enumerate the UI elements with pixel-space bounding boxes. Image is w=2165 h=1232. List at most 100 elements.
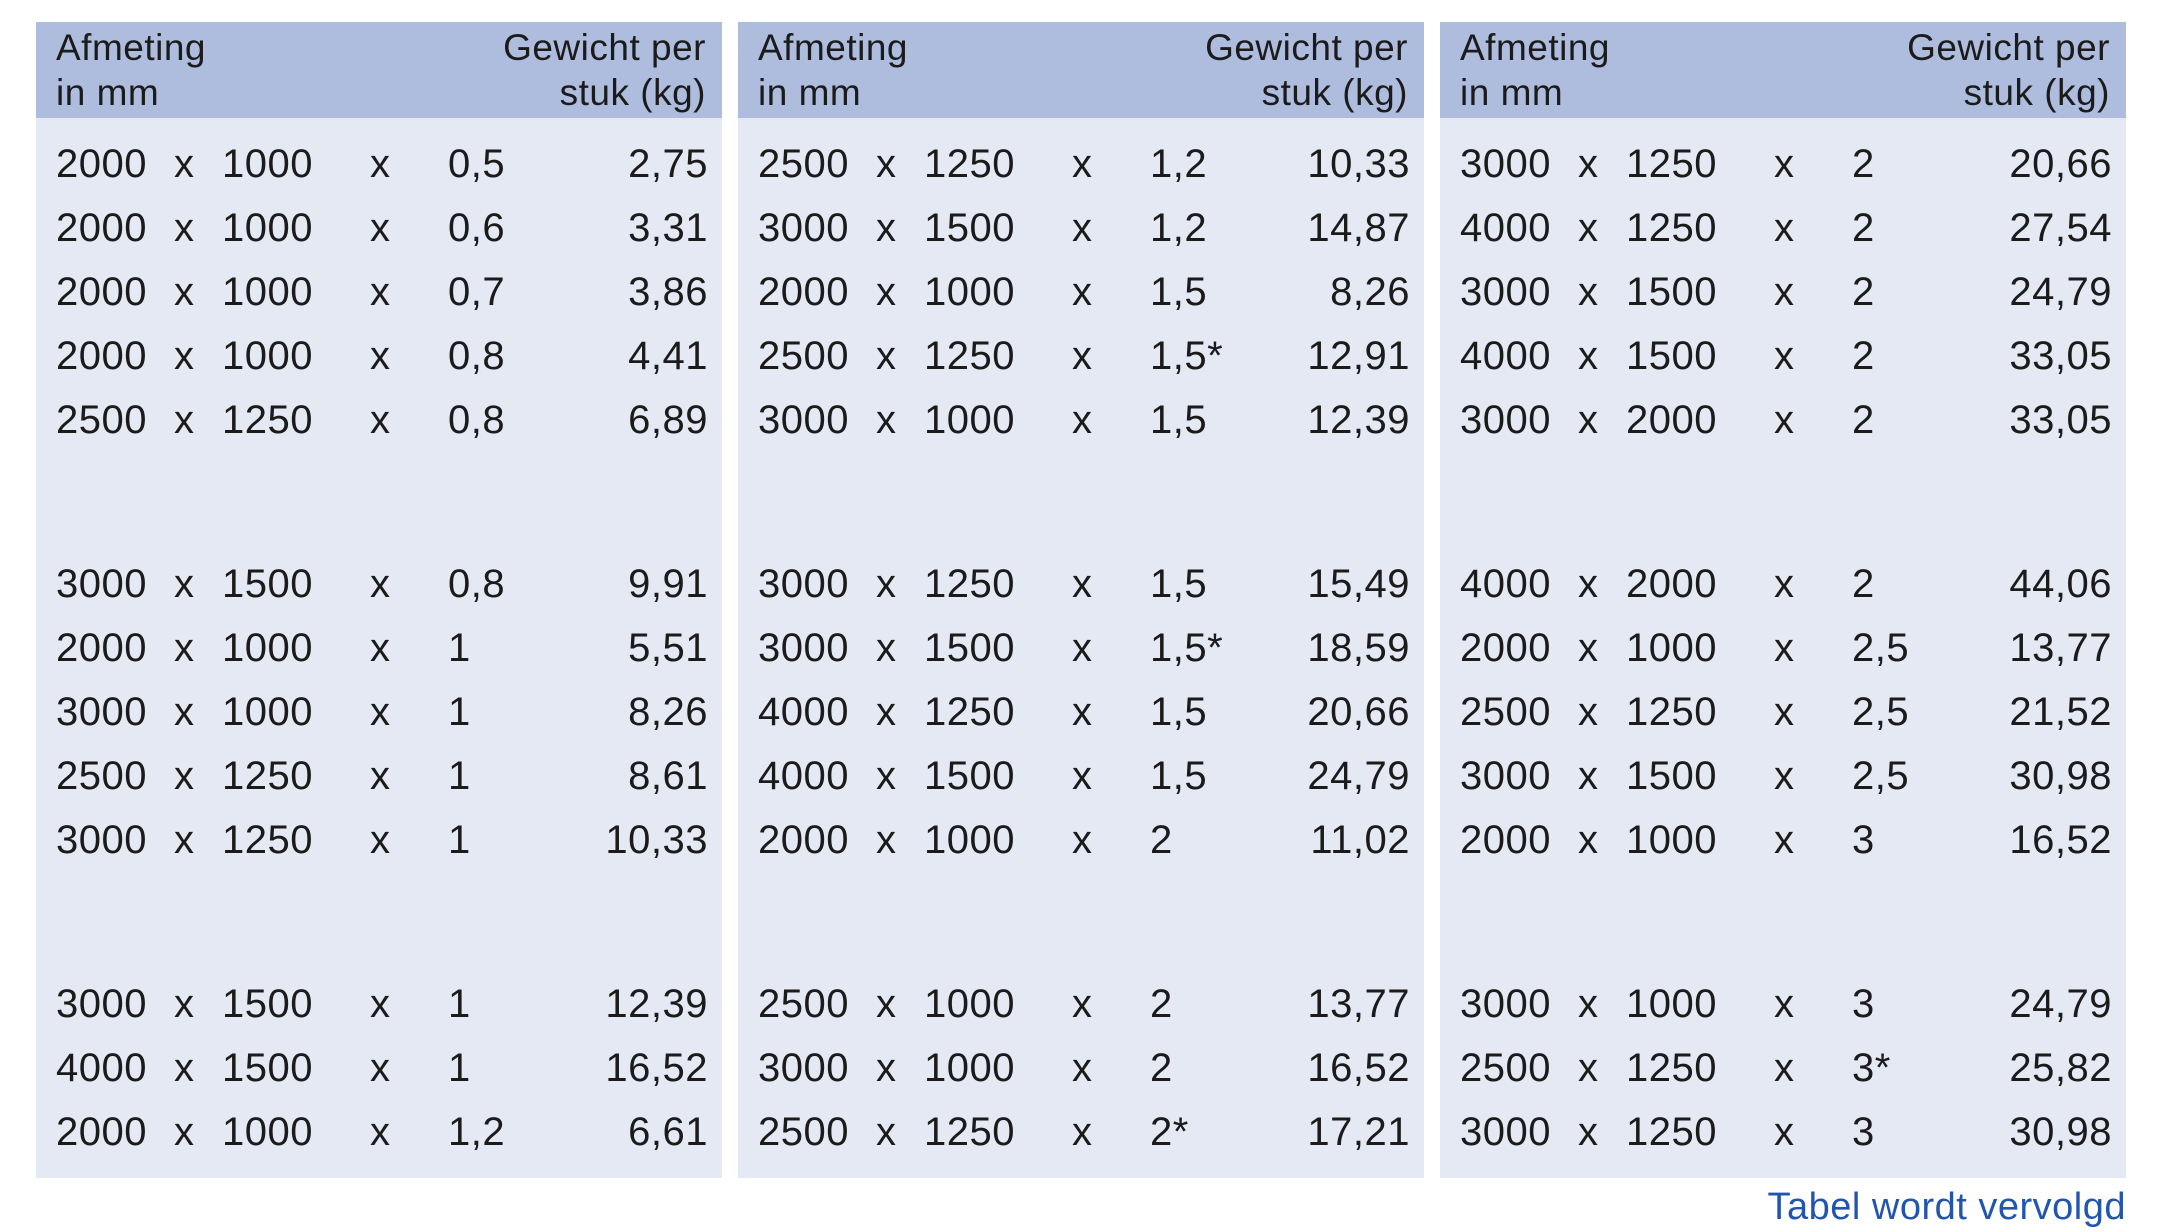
sheet-height: 1500 [222, 981, 313, 1026]
times-separator: x [174, 1109, 195, 1154]
dimension-header-line1: Afmeting [56, 27, 207, 68]
sheet-width: 2500 [758, 1109, 849, 1154]
weight-per-piece: 2,75 [628, 141, 708, 186]
times-separator: x [370, 625, 391, 670]
weight-per-piece: 4,41 [628, 333, 708, 378]
table-row: 3000 x 1000 x 2 16,52 [738, 1036, 1424, 1100]
table-row: 3000 x 1250 x 3 30,98 [1440, 1100, 2126, 1164]
times-separator: x [174, 753, 195, 798]
table-row: 3000 x 1500 x 0,8 9,91 [36, 552, 722, 616]
times-separator: x [1774, 625, 1795, 670]
table-row: 2000 x 1000 x 3 16,52 [1440, 808, 2126, 872]
weight-column-header: Gewicht per stuk (kg) [1205, 25, 1408, 115]
times-separator: x [876, 333, 897, 378]
times-separator: x [1774, 333, 1795, 378]
sheet-width: 2000 [56, 269, 147, 314]
sheet-thickness: 0,6 [448, 205, 506, 250]
times-separator: x [1578, 1045, 1599, 1090]
weight-per-piece: 8,26 [628, 689, 708, 734]
sheet-thickness: 2 [1150, 1045, 1173, 1090]
weight-per-piece: 16,52 [2009, 817, 2112, 862]
group-gap [36, 452, 722, 552]
sheet-height: 1000 [222, 205, 313, 250]
weight-per-piece: 12,91 [1307, 333, 1410, 378]
sheet-height: 1500 [1626, 753, 1717, 798]
table-row: 2000 x 1000 x 0,5 2,75 [36, 132, 722, 196]
sheet-thickness: 1,5 [1150, 397, 1208, 442]
weight-per-piece: 21,52 [2009, 689, 2112, 734]
times-separator: x [876, 981, 897, 1026]
sheet-height: 2000 [1626, 397, 1717, 442]
table-row: 4000 x 1500 x 1 16,52 [36, 1036, 722, 1100]
table-row: 2000 x 1000 x 0,6 3,31 [36, 196, 722, 260]
table-row: 3000 x 1250 x 1 10,33 [36, 808, 722, 872]
times-separator: x [1578, 333, 1599, 378]
sheet-thickness: 2 [1150, 817, 1173, 862]
sheet-thickness: 1 [448, 981, 471, 1026]
sheet-thickness: 2 [1150, 981, 1173, 1026]
sheet-thickness: 1 [448, 1045, 471, 1090]
sheet-width: 3000 [758, 561, 849, 606]
weight-per-piece: 8,61 [628, 753, 708, 798]
times-separator: x [174, 269, 195, 314]
sheet-thickness: 1,5 [1150, 269, 1208, 314]
sheet-height: 1250 [924, 561, 1015, 606]
sheet-thickness: 1,5 [1150, 689, 1208, 734]
times-separator: x [1578, 753, 1599, 798]
dimension-column-header: Afmeting in mm [56, 25, 206, 115]
weight-per-piece: 12,39 [605, 981, 708, 1026]
times-separator: x [876, 689, 897, 734]
sheet-height: 1000 [924, 397, 1015, 442]
sheet-height: 1000 [924, 269, 1015, 314]
sheet-height: 1250 [1626, 141, 1717, 186]
table-row: 3000 x 1500 x 1,2 14,87 [738, 196, 1424, 260]
times-separator: x [370, 141, 391, 186]
weight-per-piece: 15,49 [1307, 561, 1410, 606]
sheet-width: 3000 [56, 817, 147, 862]
sheet-width: 3000 [1460, 1109, 1551, 1154]
sheet-height: 1000 [924, 1045, 1015, 1090]
sheet-thickness: 2* [1150, 1109, 1189, 1154]
times-separator: x [1072, 981, 1093, 1026]
table-row: 3000 x 1500 x 1,5* 18,59 [738, 616, 1424, 680]
times-separator: x [1072, 817, 1093, 862]
sheet-height: 1000 [924, 817, 1015, 862]
table-row: 4000 x 1250 x 2 27,54 [1440, 196, 2126, 260]
times-separator: x [1578, 625, 1599, 670]
sheet-height: 1250 [924, 141, 1015, 186]
sheet-width: 3000 [56, 561, 147, 606]
weight-per-piece: 6,89 [628, 397, 708, 442]
weight-header-line1: Gewicht per [1907, 27, 2110, 68]
weight-header-line2: stuk (kg) [1963, 72, 2110, 113]
times-separator: x [876, 753, 897, 798]
weight-per-piece: 17,21 [1307, 1109, 1410, 1154]
sheet-width: 3000 [56, 981, 147, 1026]
times-separator: x [370, 817, 391, 862]
sheet-height: 1500 [924, 753, 1015, 798]
sheet-thickness: 1,5 [1150, 561, 1208, 606]
sheet-thickness: 1,5 [1150, 753, 1208, 798]
times-separator: x [1072, 397, 1093, 442]
times-separator: x [370, 269, 391, 314]
sheet-thickness: 2 [1852, 205, 1875, 250]
times-separator: x [1072, 1045, 1093, 1090]
table-row: 2500 x 1250 x 1 8,61 [36, 744, 722, 808]
weight-header-line1: Gewicht per [1205, 27, 1408, 68]
sheet-height: 1000 [222, 333, 313, 378]
table-row: 2000 x 1000 x 1,5 8,26 [738, 260, 1424, 324]
sheet-thickness: 2 [1852, 397, 1875, 442]
times-separator: x [1578, 561, 1599, 606]
sheet-height: 2000 [1626, 561, 1717, 606]
sheet-width: 2500 [1460, 689, 1551, 734]
sheet-width: 3000 [1460, 269, 1551, 314]
sheet-thickness: 1,5* [1150, 333, 1224, 378]
times-separator: x [370, 561, 391, 606]
weight-per-piece: 10,33 [605, 817, 708, 862]
table-row: 2000 x 1000 x 0,8 4,41 [36, 324, 722, 388]
table-row: 4000 x 2000 x 2 44,06 [1440, 552, 2126, 616]
weight-header-line2: stuk (kg) [559, 72, 706, 113]
sheet-width: 2000 [56, 205, 147, 250]
sheet-width: 3000 [758, 1045, 849, 1090]
sheet-width: 3000 [758, 205, 849, 250]
weight-column-header: Gewicht per stuk (kg) [1907, 25, 2110, 115]
